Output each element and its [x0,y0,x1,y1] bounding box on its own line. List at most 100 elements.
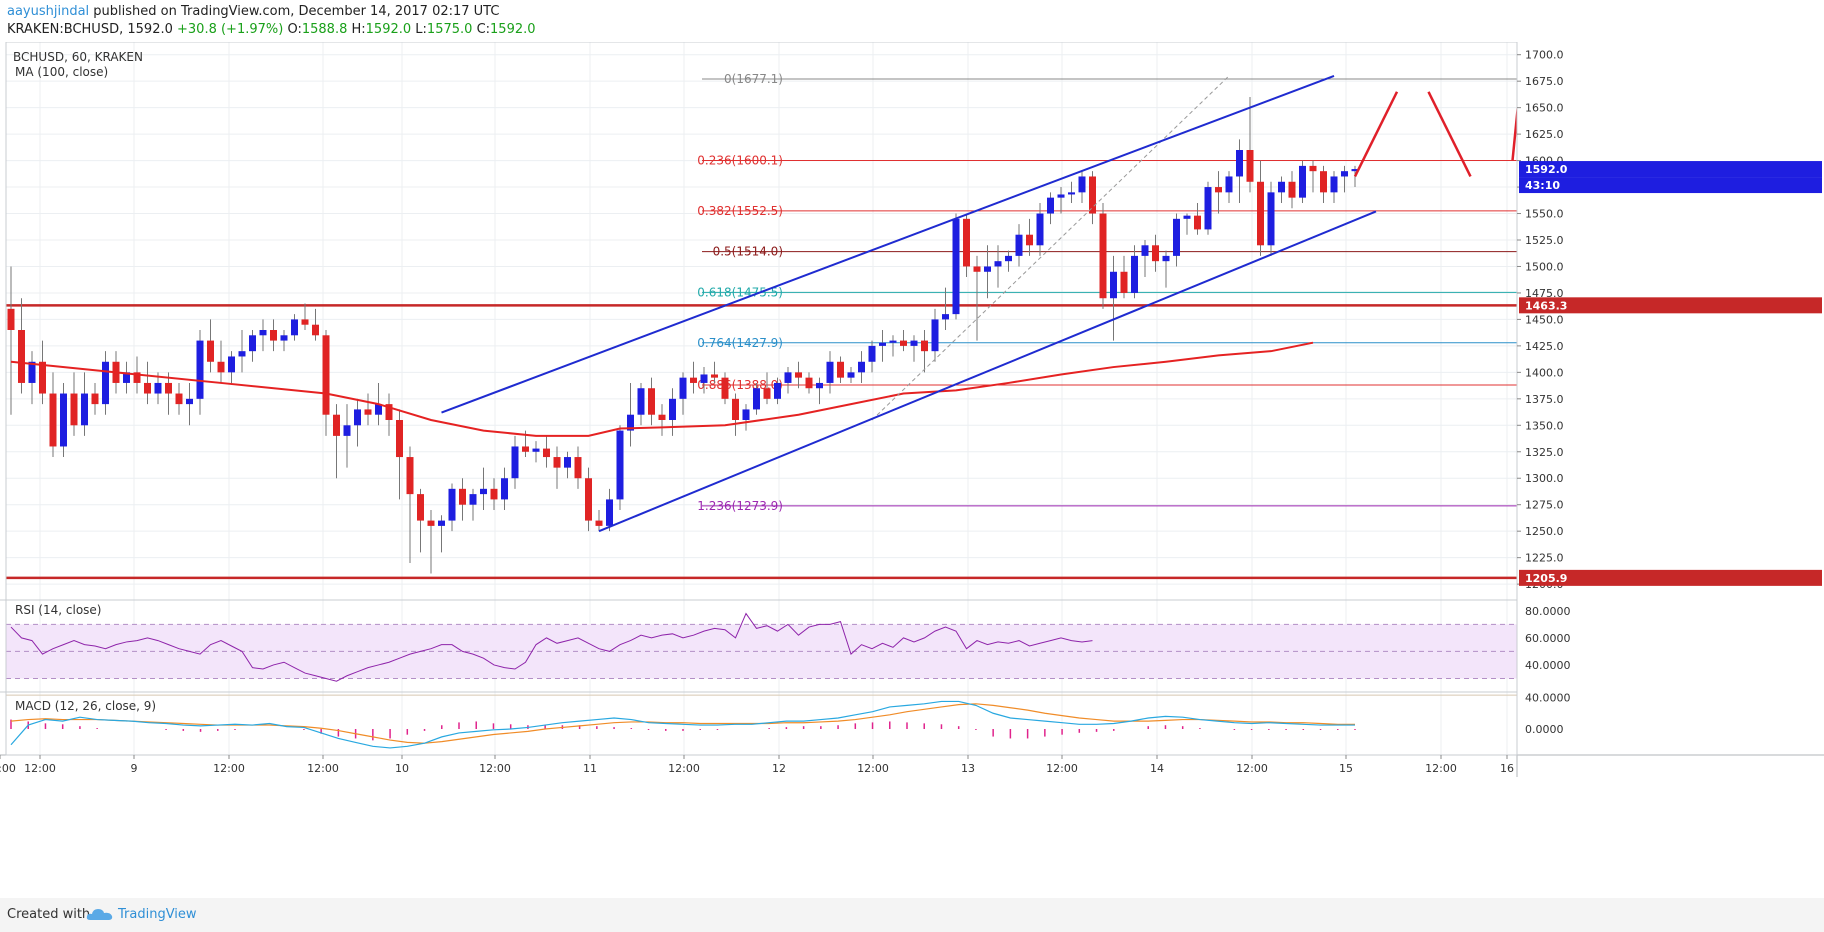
candle-bull [858,361,865,373]
price-tick-label: 1325.0 [1525,446,1564,459]
candle-bull [196,340,204,399]
time-tick-label: 12:00 [1236,762,1268,775]
publish-info: published on TradingView.com, December 1… [89,4,500,19]
price-tick-label: 1550.0 [1525,208,1564,221]
candle-bear [270,330,277,341]
candle-bull [784,372,792,383]
price-tick-label: 1250.0 [1525,525,1564,538]
candle-bear [39,361,46,394]
candle-bear [585,478,592,521]
candle-bear [721,377,729,399]
time-tick-label: 12:00 [213,762,245,775]
projection-line [1427,91,1472,178]
rsi-tick-label: 80.0000 [1525,605,1571,618]
candle-bull [700,374,708,383]
high-value: 1592.0 [365,22,412,37]
candle-bull [616,430,624,500]
candle-bear [301,319,309,325]
candle-bull [879,342,886,346]
candle-bear [7,308,15,330]
price-tick-label: 1350.0 [1525,419,1564,432]
candle-bull [952,218,960,315]
candle-bull [186,398,193,405]
brand-link[interactable]: TradingView [118,907,197,922]
candle-bear [795,372,802,378]
candle-bull [123,372,130,383]
candle-bull [679,377,687,399]
price-levels: 0(1677.1) 0.236(1600.1) 0.382(1552.5) 0.5(1… [6,72,1517,580]
publish-line: aayushjindal published on TradingView.co… [7,4,499,19]
candle-bull [669,398,676,420]
candle-bull [532,448,540,452]
overlays [10,54,1525,533]
candle-bull [942,314,949,320]
candle-bull [28,361,36,383]
last-price-badge-bg [1519,161,1822,178]
candle-bull [627,414,634,431]
close-value: 1592.0 [490,22,536,37]
candle-bull [1299,165,1306,198]
fib-label-1.236: 1.236(1273.9) [697,499,783,513]
candle-bear [543,448,550,458]
fib-anchor-line [871,75,1230,421]
pane-label: BCHUSD, 60, KRAKEN [13,50,143,64]
candle-bear [207,340,214,362]
candle-bear [490,488,498,500]
candle-bull [606,499,613,526]
candle-bull [1183,215,1191,219]
level-badge-bg [1519,297,1822,314]
candle-bull [249,335,256,352]
time-tick-label: 09:00 [0,762,16,775]
time-tick-label: 13 [961,762,975,775]
created-with: Created with [7,907,91,922]
candle-bear [1194,215,1201,230]
price-tick-label: 1225.0 [1525,552,1564,565]
candle-bear [406,457,414,495]
time-tick-label: 12:00 [668,762,700,775]
axes: 1700.01675.01650.01625.01600.01575.01550… [0,42,1824,777]
author-link[interactable]: aayushjindal [7,4,90,19]
candle-bull [984,266,991,272]
price-tick-label: 1400.0 [1525,366,1564,379]
chart-canvas[interactable]: 0(1677.1) 0.236(1600.1) 0.382(1552.5) 0.5(1… [0,42,1824,898]
price-tick-label: 1625.0 [1525,128,1564,141]
candle-bull [1330,176,1338,193]
candle-bear [658,414,666,420]
time-tick-label: 11 [583,762,597,775]
fib-label-0: 0(1677.1) [724,72,783,86]
candle-bear [522,446,529,452]
candle-bear [963,218,970,267]
open-value: 1588.8 [301,22,348,37]
candle-bear [837,361,844,378]
time-tick-label: 10 [395,762,409,775]
time-tick-label: 12:00 [24,762,56,775]
macd-line [10,700,1355,749]
channel-upper-line [441,74,1335,414]
time-tick-label: 12:00 [307,762,339,775]
candle-bull [931,319,939,352]
projection-line [1353,91,1399,178]
candle-bull [60,393,67,447]
candle-bull [354,409,361,426]
level-badge: 1463.3 [1525,299,1567,312]
close-label: C: [476,22,491,37]
candle-bull [102,361,109,405]
low-value: 1575.0 [426,22,473,37]
candle-bear [763,388,771,399]
price-tick-label: 1275.0 [1525,499,1564,512]
candle-bear [1120,271,1128,293]
price-tick-label: 1650.0 [1525,102,1564,115]
countdown-badge: 43:10 [1525,179,1560,192]
candle-bull [1351,169,1359,172]
symbol-name: KRAKEN:BCHUSD, [7,22,124,37]
high-label: H: [351,22,366,37]
candle-bull [1036,213,1044,246]
price-change: +30.8 (+1.97%) [177,22,284,37]
candle-bull [438,520,445,526]
candle-bull [1141,245,1149,256]
candle-bull [1068,192,1075,195]
candle-bull [868,345,876,362]
candle-bull [448,488,456,521]
candle-bull [511,446,519,479]
candle-bear [574,457,582,479]
